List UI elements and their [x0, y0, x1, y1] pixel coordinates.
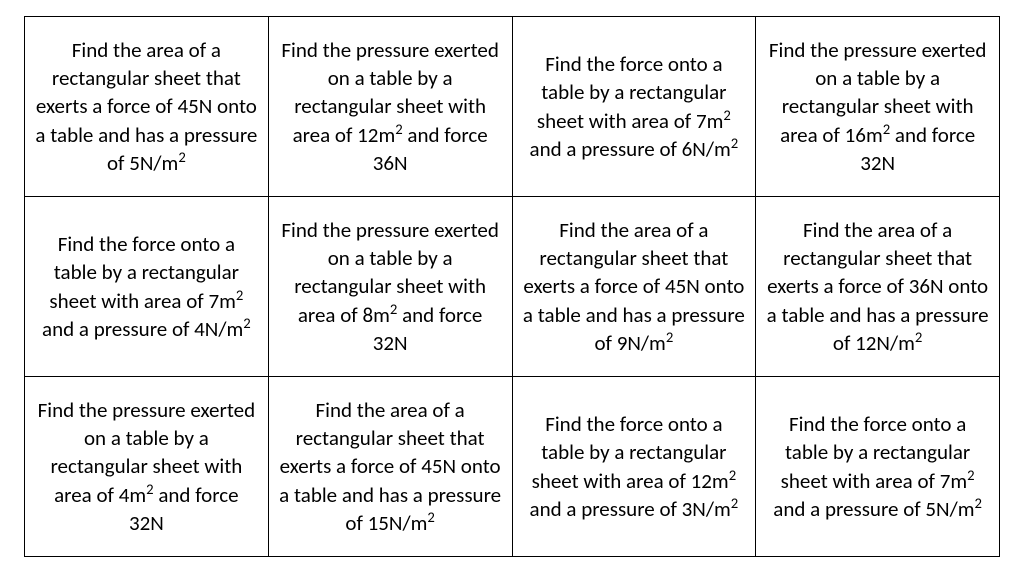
problem-cell: Find the area of a rectangular sheet tha… [512, 197, 756, 377]
problem-cell: Find the pressure exerted on a table by … [268, 197, 512, 377]
problem-cell: Find the force onto a table by a rectang… [25, 197, 269, 377]
problem-cell: Find the force onto a table by a rectang… [756, 377, 1000, 557]
table-row: Find the force onto a table by a rectang… [25, 197, 1000, 377]
problem-table-body: Find the area of a rectangular sheet tha… [25, 17, 1000, 557]
problem-cell: Find the area of a rectangular sheet tha… [25, 17, 269, 197]
problem-cell: Find the pressure exerted on a table by … [756, 17, 1000, 197]
problem-cell: Find the force onto a table by a rectang… [512, 377, 756, 557]
table-row: Find the pressure exerted on a table by … [25, 377, 1000, 557]
problem-cell: Find the pressure exerted on a table by … [25, 377, 269, 557]
page-wrap: Find the area of a rectangular sheet tha… [0, 0, 1024, 573]
table-row: Find the area of a rectangular sheet tha… [25, 17, 1000, 197]
problem-cell: Find the area of a rectangular sheet tha… [756, 197, 1000, 377]
problem-cell: Find the force onto a table by a rectang… [512, 17, 756, 197]
problem-table: Find the area of a rectangular sheet tha… [24, 16, 1000, 557]
problem-cell: Find the pressure exerted on a table by … [268, 17, 512, 197]
problem-cell: Find the area of a rectangular sheet tha… [268, 377, 512, 557]
